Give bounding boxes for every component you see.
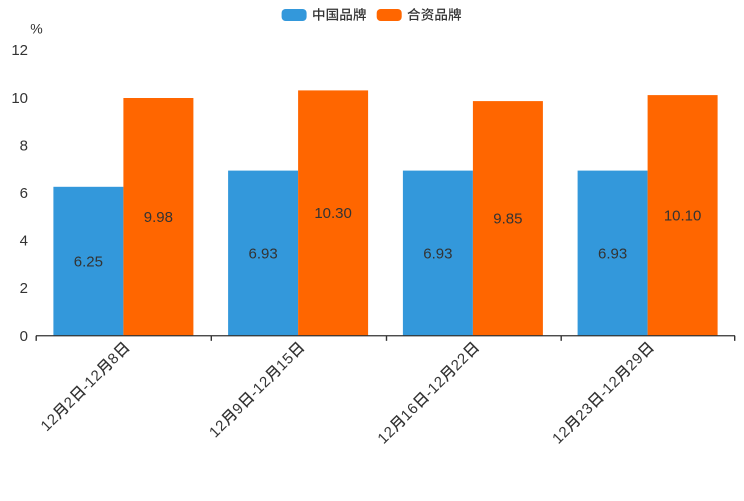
svg-text:6.25: 6.25 [74,253,103,270]
svg-text:9.98: 9.98 [144,209,173,226]
svg-text:8: 8 [20,137,28,154]
svg-text:0: 0 [20,328,28,345]
svg-text:6.93: 6.93 [423,245,452,262]
svg-text:6.93: 6.93 [598,245,627,262]
svg-text:6: 6 [20,185,28,202]
svg-text:9.85: 9.85 [493,211,522,228]
svg-text:6.93: 6.93 [248,245,277,262]
svg-text:10: 10 [11,90,28,107]
svg-text:10.30: 10.30 [314,205,352,222]
svg-text:10.10: 10.10 [664,208,702,225]
svg-text:4: 4 [20,233,28,250]
svg-text:2: 2 [20,280,28,297]
svg-text:12: 12 [11,42,28,59]
svg-text:%: % [30,21,42,37]
